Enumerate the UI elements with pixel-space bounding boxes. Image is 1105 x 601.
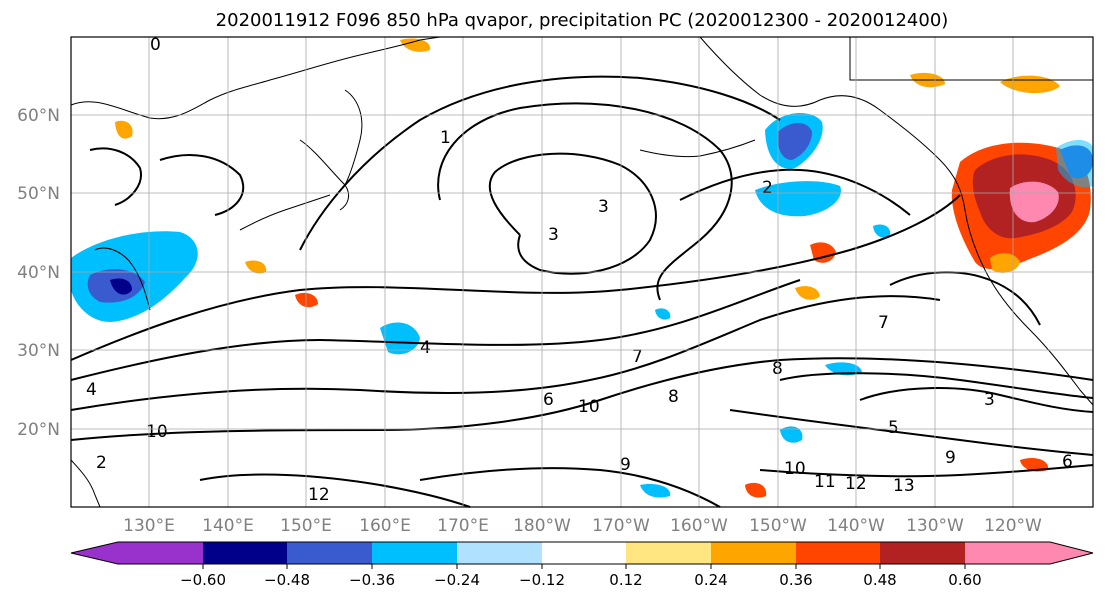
shade-goa-blue [777, 123, 812, 160]
contour-label: 13 [893, 476, 915, 496]
map-title: 2020011912 F096 850 hPa qvapor, precipit… [216, 10, 949, 31]
shade-pnw-south [990, 253, 1020, 273]
lon-label: 130°E [123, 516, 175, 536]
longitude-labels: 130°E 140°E 150°E 160°E 170°E 180°W 170°… [123, 516, 1042, 536]
lon-label: 160°W [670, 516, 728, 536]
lon-label: 140°W [827, 516, 885, 536]
colorbar-tick-label: 0.24 [694, 571, 727, 589]
lon-label: 150°E [280, 516, 332, 536]
colorbar-outline [70, 541, 1094, 565]
contour-label: 4 [86, 380, 97, 400]
colorbar-tick-label: 0.48 [863, 571, 896, 589]
lon-label: 140°E [202, 516, 254, 536]
contour-label: 3 [598, 197, 609, 217]
contour-label: 5 [888, 418, 899, 438]
colorbar-tick-label: −0.60 [180, 571, 226, 589]
colorbar-swatch [711, 542, 796, 564]
colorbar-tick-label: 0.36 [779, 571, 812, 589]
contour-label: 8 [772, 359, 783, 379]
lon-label: 130°W [906, 516, 964, 536]
contour-labels: 0 1 2 3 3 4 5 6 7 8 9 10 11 12 13 3 7 8 … [86, 35, 1073, 505]
colorbar-swatch [118, 542, 203, 564]
colorbar-tick-label: 0.60 [948, 571, 981, 589]
colorbar: −0.60 −0.48 −0.36 −0.24 −0.12 0.12 0.24 … [70, 541, 1094, 589]
lat-label-60n: 60°N [17, 106, 60, 126]
colorbar-tick-label: −0.36 [349, 571, 395, 589]
contour-label: 8 [668, 387, 679, 407]
colorbar-tick-label: −0.24 [434, 571, 480, 589]
lon-label: 170°W [592, 516, 650, 536]
lat-label-40n: 40°N [17, 263, 60, 283]
colorbar-swatch [880, 542, 965, 564]
contour-label: 2 [96, 453, 107, 473]
lon-label: 150°W [749, 516, 807, 536]
lat-label-50n: 50°N [17, 184, 60, 204]
graticule [71, 37, 1093, 507]
colorbar-swatch [457, 542, 542, 564]
colorbar-swatch [626, 542, 711, 564]
colorbar-max-extend [1050, 542, 1093, 564]
colorbar-swatch [796, 542, 880, 564]
lon-label: 120°W [984, 516, 1042, 536]
contour-label: 12 [308, 485, 330, 505]
colorbar-swatch [965, 542, 1050, 564]
contour-label: 6 [543, 390, 554, 410]
shade-pnw-pink [1009, 181, 1059, 223]
lon-label: 160°E [359, 516, 411, 536]
contour-label: 0 [150, 35, 161, 55]
colorbar-min-extend [71, 542, 118, 564]
qvapor-contours [70, 75, 1094, 508]
contour-label: 11 [814, 472, 836, 492]
contour-label: 9 [945, 448, 956, 468]
contour-label: 2 [762, 178, 773, 198]
map-panel: 0 1 2 3 3 4 5 6 7 8 9 10 11 12 13 3 7 8 … [70, 35, 1094, 508]
map-frame [70, 36, 1094, 508]
contour-label: 9 [620, 455, 631, 475]
shade-goa-band [755, 181, 841, 217]
colorbar-swatch [203, 542, 287, 564]
contour-label: 7 [632, 347, 643, 367]
colorbar-tick-label: −0.48 [264, 571, 310, 589]
colorbar-tick-label: 0.12 [609, 571, 642, 589]
precip-shading [71, 38, 1093, 498]
contour-label: 4 [420, 338, 431, 358]
contour-label: 10 [578, 397, 600, 417]
colorbar-tick-label: −0.12 [519, 571, 565, 589]
contour-label: 3 [984, 390, 995, 410]
contour-label: 3 [548, 225, 559, 245]
latitude-labels: 60°N 50°N 40°N 30°N 20°N [17, 106, 60, 440]
lon-label: 170°E [437, 516, 489, 536]
contour-label: 1 [440, 128, 451, 148]
lat-label-20n: 20°N [17, 420, 60, 440]
colorbar-swatch [287, 542, 372, 564]
contour-label: 10 [146, 422, 168, 442]
contour-label: 7 [878, 313, 889, 333]
lon-label: 180°W [513, 516, 571, 536]
contour-label: 10 [784, 459, 806, 479]
lat-label-30n: 30°N [17, 341, 60, 361]
colorbar-swatch [372, 542, 457, 564]
contour-label: 6 [1062, 452, 1073, 472]
colorbar-swatch [542, 542, 626, 564]
